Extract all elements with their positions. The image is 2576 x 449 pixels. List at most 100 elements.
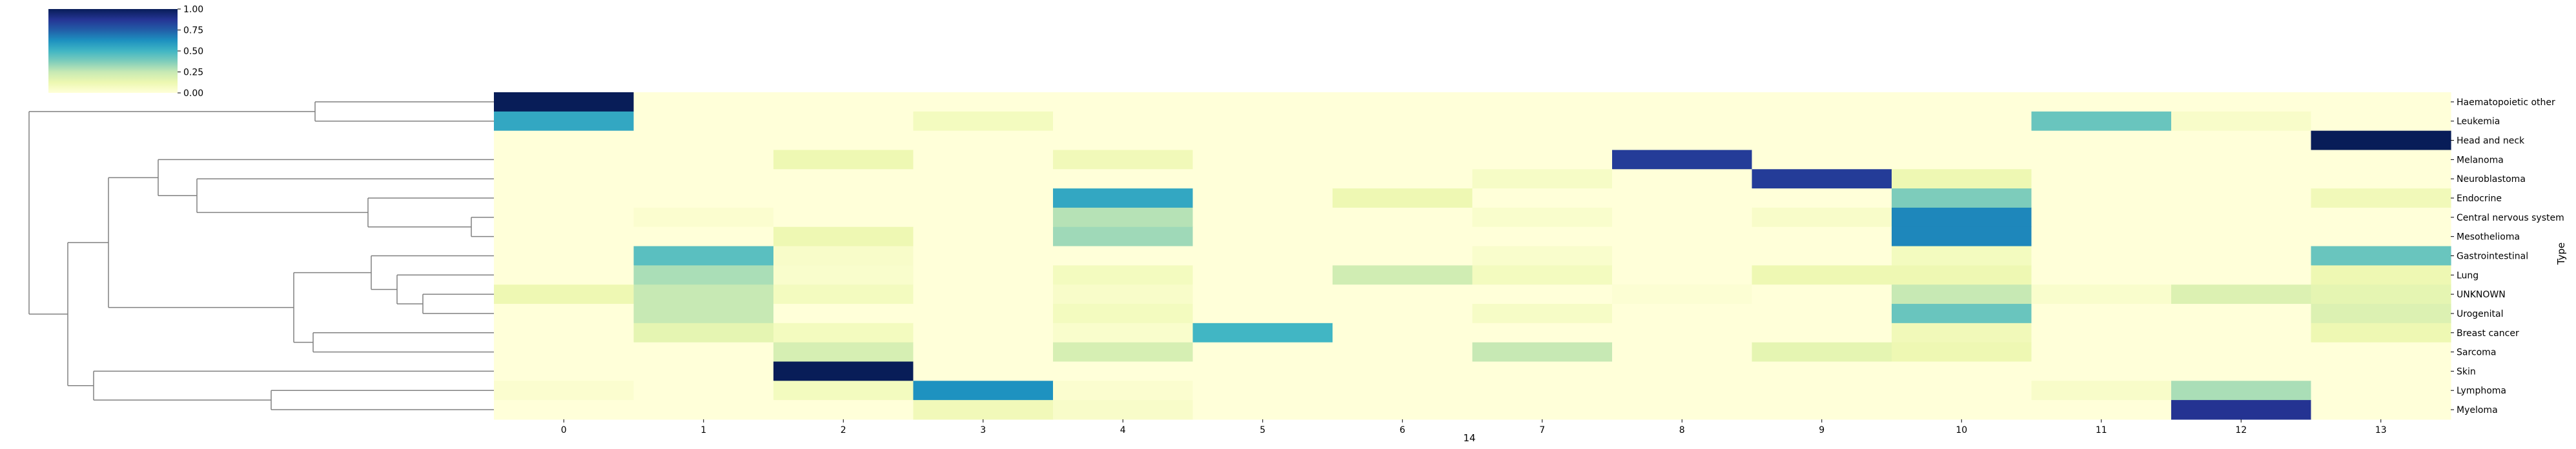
heatmap-cell <box>2031 92 2172 112</box>
heatmap-cell <box>2031 304 2172 324</box>
heatmap-cell <box>913 207 1054 228</box>
heatmap-cell <box>1333 361 1473 381</box>
heatmap-cell <box>633 226 774 247</box>
heatmap-cell <box>494 342 635 363</box>
heatmap-cell <box>773 169 914 189</box>
heatmap-cell <box>1472 111 1613 132</box>
heatmap-cell <box>1192 130 1333 151</box>
heatmap-cell <box>2171 400 2312 420</box>
heatmap-cell <box>1192 323 1333 343</box>
y-tick-label: Haematopoietic other <box>2457 97 2555 108</box>
heatmap-cell <box>494 150 635 170</box>
heatmap-cell <box>1472 265 1613 285</box>
heatmap-cell <box>494 323 635 343</box>
heatmap-cell <box>913 150 1054 170</box>
y-tick-label: Neuroblastoma <box>2457 174 2526 185</box>
heatmap-cell <box>633 361 774 381</box>
heatmap-cell <box>1752 361 1892 381</box>
y-tick-label: Urogenital <box>2457 309 2503 319</box>
heatmap-cell <box>773 342 914 363</box>
y-tick-label: Lung <box>2457 270 2479 281</box>
heatmap-cell <box>773 130 914 151</box>
heatmap-cell <box>1752 150 1892 170</box>
y-axis: Haematopoietic other Leukemia Head and nec… <box>2451 97 2564 415</box>
heatmap-cell <box>494 304 635 324</box>
heatmap-cell <box>1752 188 1892 208</box>
heatmap-cell <box>2031 130 2172 151</box>
heatmap-cell <box>1612 265 1753 285</box>
heatmap-cell <box>1612 207 1753 228</box>
heatmap-cell <box>1333 226 1473 247</box>
heatmap-cell <box>913 226 1054 247</box>
heatmap-cell <box>2171 130 2312 151</box>
heatmap-cell <box>1333 150 1473 170</box>
heatmap-cell <box>633 400 774 420</box>
heatmap-cell <box>633 130 774 151</box>
heatmap-cell <box>913 381 1054 401</box>
heatmap-cell <box>2311 150 2451 170</box>
heatmap-cell <box>1752 304 1892 324</box>
heatmap-cell <box>913 284 1054 304</box>
heatmap-cell <box>1333 188 1473 208</box>
heatmap-cell <box>1333 400 1473 420</box>
heatmap-cell <box>1053 381 1194 401</box>
heatmap-cell <box>2031 342 2172 363</box>
heatmap-cell <box>1612 150 1753 170</box>
heatmap-cell <box>773 323 914 343</box>
heatmap-cell <box>1333 207 1473 228</box>
heatmap-cell <box>1892 361 2032 381</box>
heatmap-cell <box>773 246 914 266</box>
colorbar-tick-label: 1.00 <box>183 5 203 15</box>
heatmap-cell <box>2031 150 2172 170</box>
heatmap-cell <box>2031 111 2172 132</box>
heatmap-cell <box>2171 169 2312 189</box>
heatmap-cell <box>1472 381 1613 401</box>
heatmap-cell <box>1192 92 1333 112</box>
heatmap-cell <box>1892 92 2032 112</box>
heatmap-cell <box>913 111 1054 132</box>
heatmap-cell <box>1053 226 1194 247</box>
heatmap-cell <box>1333 246 1473 266</box>
heatmap-cell <box>773 226 914 247</box>
heatmap-cell <box>1612 169 1753 189</box>
heatmap-cell <box>2311 207 2451 228</box>
heatmap-cell <box>913 246 1054 266</box>
heatmap-cell <box>2171 304 2312 324</box>
heatmap-cell <box>494 265 635 285</box>
heatmap-cell <box>1053 150 1194 170</box>
heatmap-cell <box>1053 130 1194 151</box>
x-tick-label: 5 <box>1260 425 1265 435</box>
heatmap-cell <box>1053 323 1194 343</box>
heatmap-cell <box>773 150 914 170</box>
heatmap-cell <box>1892 400 2032 420</box>
heatmap-cell <box>1892 304 2032 324</box>
heatmap-cell <box>2311 265 2451 285</box>
heatmap-cell <box>494 188 635 208</box>
heatmap-cell <box>1472 284 1613 304</box>
heatmap-cell <box>913 130 1054 151</box>
heatmap-cell <box>1333 130 1473 151</box>
heatmap-cell <box>1752 111 1892 132</box>
heatmap-cell <box>1333 169 1473 189</box>
heatmap-cell <box>1192 150 1333 170</box>
heatmap-cell <box>494 111 635 132</box>
heatmap-cell <box>1752 265 1892 285</box>
heatmap-cell <box>2171 381 2312 401</box>
colorbar-tick-label: 0.75 <box>183 26 203 36</box>
heatmap-cell <box>1612 284 1753 304</box>
heatmap-cell <box>1892 207 2032 228</box>
heatmap-cell <box>1472 323 1613 343</box>
heatmap-cell <box>1192 342 1333 363</box>
heatmap-cell <box>1892 130 2032 151</box>
heatmap-cell <box>633 304 774 324</box>
x-tick-label: 4 <box>1120 425 1126 435</box>
heatmap-cell <box>1472 188 1613 208</box>
heatmap-cell <box>2311 130 2451 151</box>
heatmap-cell <box>1472 150 1613 170</box>
heatmap-cell <box>633 207 774 228</box>
heatmap-cell <box>2171 150 2312 170</box>
heatmap-cell <box>1192 400 1333 420</box>
heatmap-cell <box>494 169 635 189</box>
heatmap-cell <box>1752 226 1892 247</box>
y-tick-label: Mesothelioma <box>2457 232 2520 243</box>
